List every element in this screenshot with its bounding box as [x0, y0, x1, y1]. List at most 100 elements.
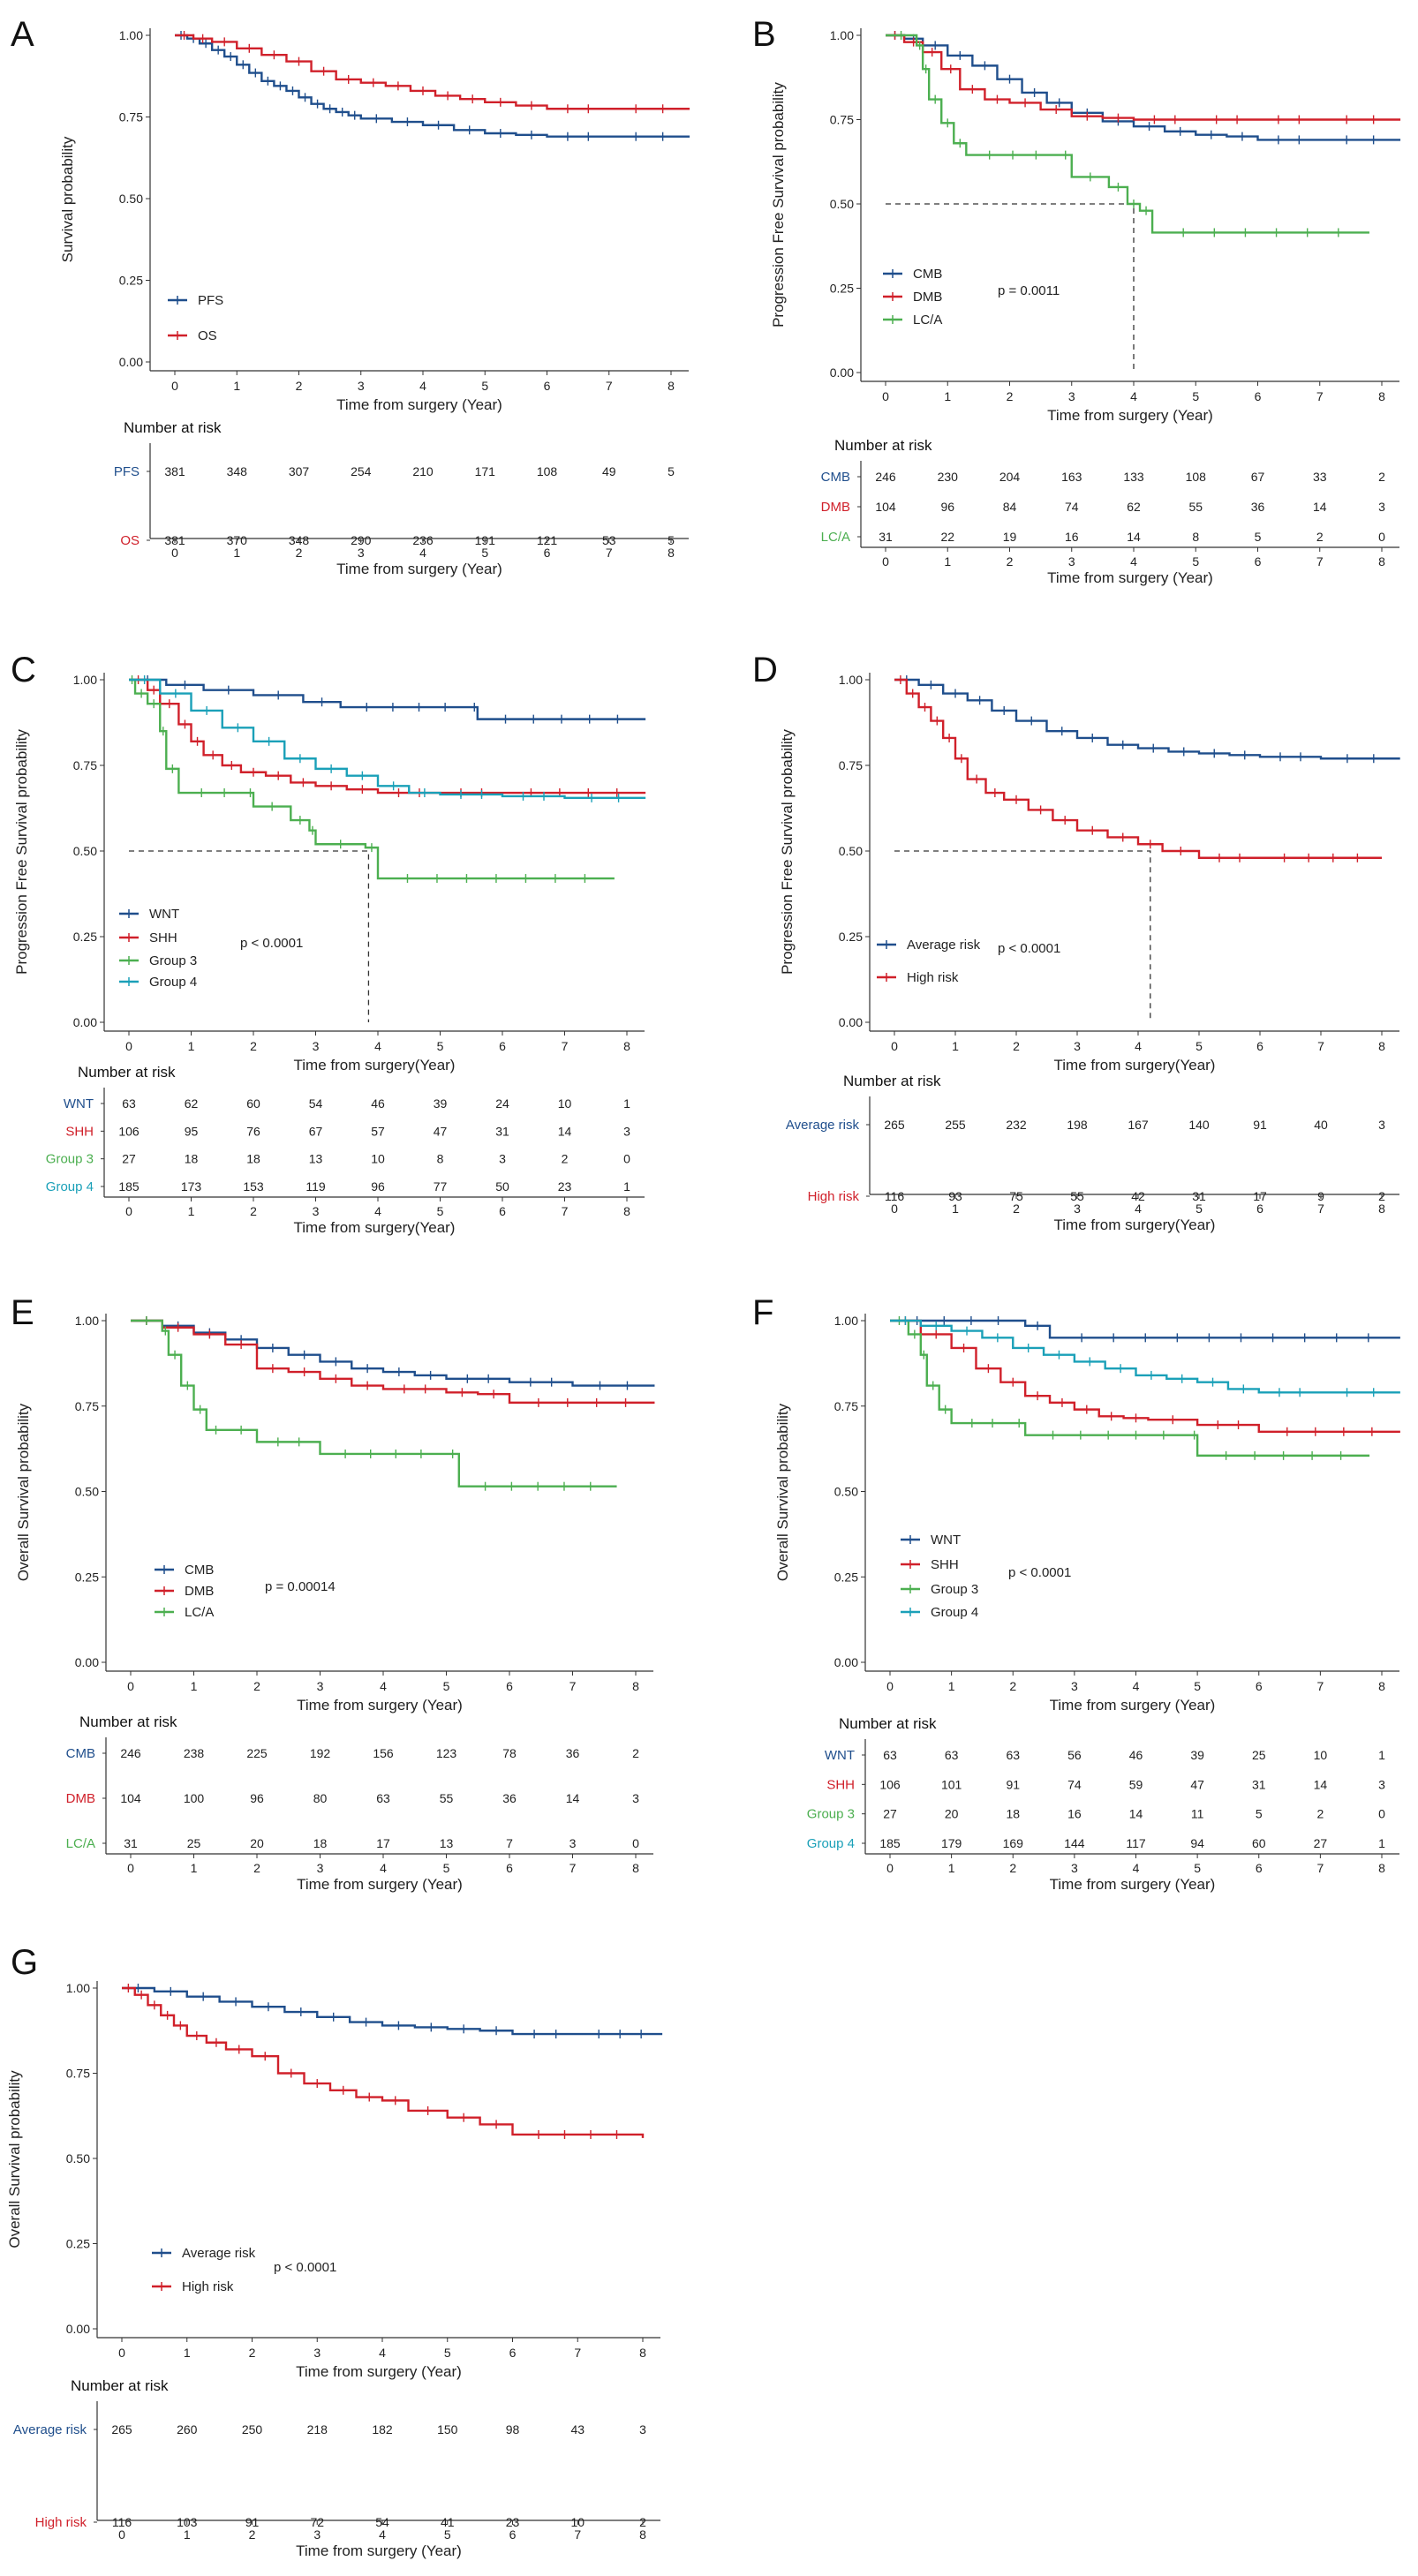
risk-table-cell: 54 — [309, 1096, 323, 1111]
risk-table-cell: 47 — [434, 1124, 448, 1138]
risk-table-x-tick-label: 5 — [1192, 554, 1199, 569]
risk-table-x-tick-label: 1 — [944, 554, 951, 569]
risk-table-cell: 14 — [1313, 500, 1327, 514]
y-tick-label: 0.75 — [119, 110, 143, 124]
risk-table-cell: 3 — [1378, 1777, 1385, 1791]
risk-table-x-tick-label: 2 — [253, 1861, 260, 1875]
risk-table-cell: 16 — [1067, 1807, 1082, 1821]
x-tick-label: 1 — [188, 1039, 195, 1053]
risk-table-x-tick-label: 2 — [1009, 1861, 1016, 1875]
risk-table-cell: 5 — [668, 464, 675, 478]
risk-table-cell: 56 — [1067, 1748, 1082, 1762]
legend-label: Group 4 — [149, 975, 197, 990]
risk-table-row-label: High risk — [35, 2515, 87, 2530]
risk-table-cell: 55 — [1188, 500, 1203, 514]
y-tick-label: 0.75 — [66, 2067, 90, 2081]
panel-label: F — [752, 1293, 773, 1332]
x-tick-label: 0 — [886, 1679, 894, 1693]
y-tick-label: 0.00 — [73, 1015, 97, 1029]
risk-table-cell: 2 — [1378, 470, 1385, 484]
risk-table-x-tick-label: 3 — [313, 1204, 320, 1218]
legend-label: Group 3 — [931, 1582, 978, 1597]
risk-table-row-label: DMB — [66, 1791, 95, 1806]
risk-table-x-tick-label: 6 — [509, 2527, 517, 2542]
legend-label: Average risk — [907, 938, 981, 953]
legend-label: Group 4 — [931, 1605, 978, 1620]
risk-table-cell: 91 — [1006, 1777, 1020, 1791]
risk-table-cell: 133 — [1123, 470, 1144, 484]
risk-table-row-label: WNT — [64, 1096, 94, 1111]
risk-table-cell: 171 — [475, 464, 496, 478]
x-tick-label: 4 — [380, 1679, 387, 1693]
risk-table-x-tick-label: 0 — [891, 1201, 898, 1216]
legend-label: CMB — [913, 267, 942, 282]
x-tick-label: 7 — [569, 1679, 577, 1693]
risk-table-cell: 78 — [502, 1746, 517, 1760]
y-tick-label: 0.75 — [830, 113, 854, 127]
risk-table-x-tick-label: 1 — [948, 1861, 955, 1875]
median-survival-line — [129, 850, 370, 1022]
km-curve-dmb — [886, 34, 1401, 121]
y-axis-title: Progression Free Survival probability — [779, 729, 796, 975]
x-tick-label: 7 — [562, 1039, 569, 1053]
risk-table-cell: 0 — [1378, 1807, 1385, 1821]
risk-table-x-tick-label: 6 — [1255, 554, 1262, 569]
risk-table-cell: 39 — [434, 1096, 448, 1111]
risk-table-x-tick-label: 3 — [358, 546, 365, 560]
risk-table-cell: 238 — [184, 1746, 205, 1760]
legend-label: SHH — [149, 930, 177, 945]
x-axis-title: Time from surgery (Year) — [336, 396, 502, 413]
legend-label: CMB — [185, 1563, 214, 1578]
risk-table-row-label: Group 4 — [807, 1836, 855, 1851]
risk-table-x-title: Time from surgery (Year) — [296, 2542, 462, 2559]
risk-table-title: Number at risk — [834, 437, 932, 454]
risk-table-x-title: Time from surgery(Year) — [1054, 1216, 1216, 1233]
risk-table-x-title: Time from surgery(Year) — [294, 1219, 456, 1236]
x-tick-label: 8 — [623, 1039, 630, 1053]
risk-table-x-tick-label: 4 — [379, 2527, 386, 2542]
risk-table-row-label: OS — [120, 533, 140, 548]
risk-table-cell: 31 — [1252, 1777, 1266, 1791]
risk-table-cell: 14 — [558, 1124, 572, 1138]
risk-table-x-tick-label: 0 — [886, 1861, 894, 1875]
risk-table-cell: 74 — [1065, 500, 1079, 514]
risk-table-cell: 80 — [313, 1791, 328, 1805]
legend-label: High risk — [182, 2279, 234, 2294]
risk-table-x-tick-label: 5 — [1195, 1201, 1203, 1216]
risk-table-cell: 62 — [185, 1096, 199, 1111]
risk-table-x-tick-label: 7 — [606, 546, 613, 560]
legend-label: SHH — [931, 1557, 959, 1572]
y-axis-title: Progression Free Survival probability — [13, 729, 30, 975]
risk-table-row-label: Group 3 — [46, 1152, 94, 1167]
risk-table-cell: 31 — [495, 1124, 509, 1138]
risk-table-cell: 8 — [1192, 530, 1199, 544]
panel-d: D 0.00 0.25 0.50 0.75 1.00 0 1 2 3 4 5 6 7 8 Time from … — [752, 651, 1400, 1233]
panel-g: G 0.00 0.25 0.50 0.75 1.00 0 1 2 3 4 5 6 7 8 Time from … — [6, 1943, 663, 2559]
risk-table-cell: 55 — [440, 1791, 454, 1805]
risk-table-x-tick-label: 0 — [118, 2527, 125, 2542]
risk-table-cell: 3 — [623, 1124, 630, 1138]
risk-table-cell: 260 — [177, 2422, 198, 2437]
risk-table-cell: 22 — [940, 530, 954, 544]
risk-table-cell: 104 — [875, 500, 896, 514]
risk-table-row-label: LC/A — [66, 1836, 95, 1851]
risk-table-cell: 46 — [371, 1096, 385, 1111]
risk-table-cell: 117 — [1126, 1836, 1146, 1850]
x-tick-label: 1 — [952, 1039, 959, 1053]
panel-label: C — [11, 651, 36, 689]
x-tick-label: 3 — [1071, 1679, 1078, 1693]
risk-table-cell: 17 — [376, 1836, 390, 1850]
y-tick-label: 0.25 — [839, 930, 863, 944]
risk-table-cell: 20 — [945, 1807, 959, 1821]
risk-table-x-tick-label: 3 — [1071, 1861, 1078, 1875]
risk-table-cell: 67 — [1251, 470, 1265, 484]
risk-table-cell: 156 — [373, 1746, 394, 1760]
x-tick-label: 8 — [632, 1679, 639, 1693]
risk-table-cell: 119 — [305, 1179, 326, 1194]
risk-table-cell: 2 — [632, 1746, 639, 1760]
x-tick-label: 8 — [1378, 1679, 1385, 1693]
risk-table-x-tick-label: 6 — [1256, 1201, 1263, 1216]
legend-label: WNT — [931, 1533, 961, 1548]
x-tick-label: 2 — [253, 1679, 260, 1693]
x-tick-label: 3 — [1074, 1039, 1081, 1053]
